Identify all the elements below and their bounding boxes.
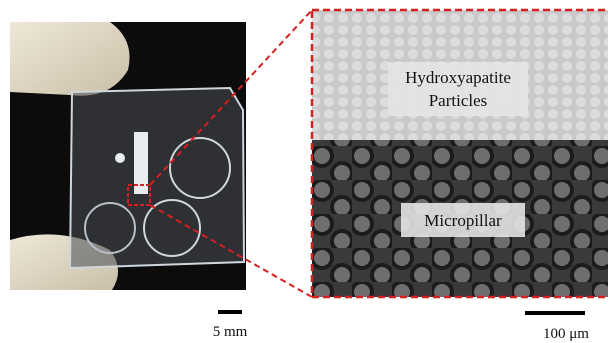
label: Hydroxyapatite [405,68,511,87]
label: Micropillar [424,211,502,230]
scale-label: 100 μm [543,326,589,342]
device-photo [10,22,246,290]
scale-bar [525,311,585,315]
label: Particles [429,91,488,110]
scale-bar [218,310,242,314]
micrograph [312,10,608,297]
figure: Hydroxyapatite Particles Micropillar 5 m… [0,0,608,343]
scale-label: 5 mm [213,324,248,340]
